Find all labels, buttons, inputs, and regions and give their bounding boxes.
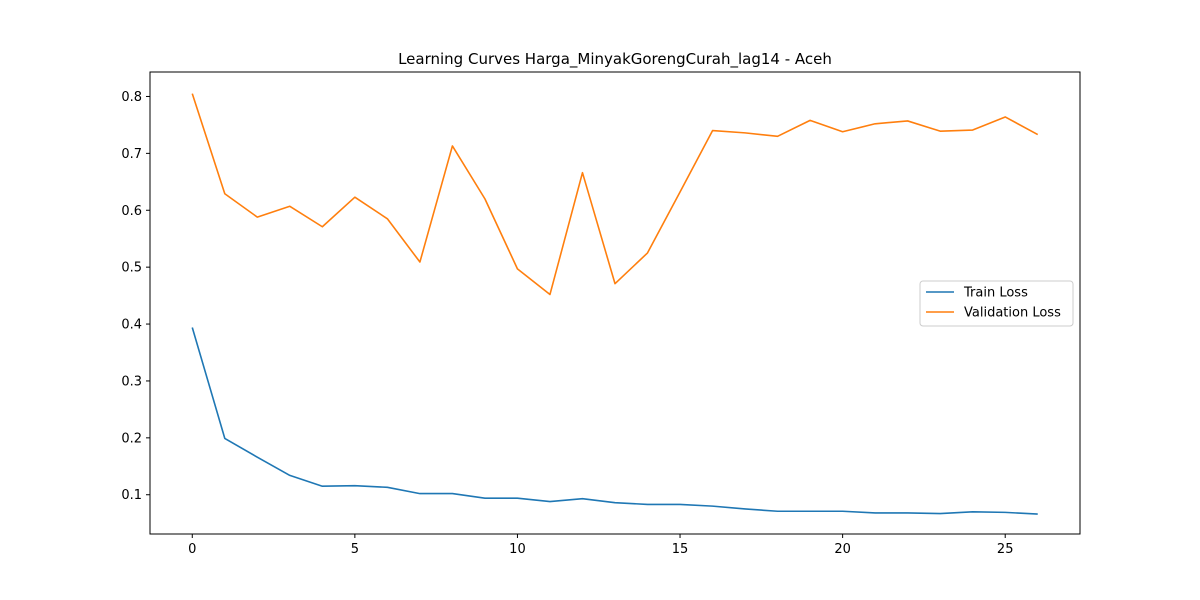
y-tick-label: 0.2 <box>121 431 142 446</box>
legend-label: Validation Loss <box>964 306 1061 321</box>
y-tick-label: 0.5 <box>121 261 142 276</box>
x-tick-label: 10 <box>509 542 526 557</box>
y-tick-label: 0.6 <box>121 204 142 219</box>
x-axis: 0 5 10 15 20 25 <box>188 534 1013 557</box>
y-tick-label: 0.7 <box>121 147 142 162</box>
series-line-validation-loss <box>191 93 1039 296</box>
legend-label: Train Loss <box>963 286 1028 301</box>
chart-title: Learning Curves Harga_MinyakGorengCurah_… <box>398 50 832 69</box>
x-tick-label: 15 <box>672 542 689 557</box>
x-tick-label: 0 <box>188 542 196 557</box>
x-tick-label: 20 <box>834 542 851 557</box>
y-tick-label: 0.4 <box>121 318 142 333</box>
y-tick-label: 0.1 <box>121 488 142 503</box>
legend: Train Loss Validation Loss <box>919 280 1074 327</box>
x-tick-label: 25 <box>997 542 1014 557</box>
series-layer <box>191 93 1039 515</box>
series-line-train-loss <box>191 327 1038 515</box>
y-axis: 0.1 0.2 0.3 0.4 0.5 0.6 0.7 0.8 <box>121 90 150 503</box>
y-tick-label: 0.8 <box>121 90 142 105</box>
x-tick-label: 5 <box>351 542 359 557</box>
plot-area <box>149 71 1081 535</box>
y-tick-label: 0.3 <box>121 374 142 389</box>
legend-box <box>919 280 1074 327</box>
plot-frame <box>149 71 1081 535</box>
